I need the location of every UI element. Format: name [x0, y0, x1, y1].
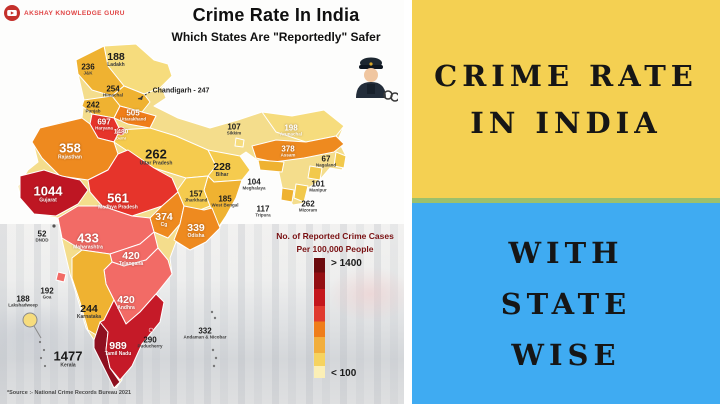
subtitle-line-3: WISE — [511, 337, 621, 372]
state-label-uttarakhand: 505 Uttarakhand — [119, 108, 147, 122]
state-shape-madhya-pradesh — [87, 149, 179, 217]
state-label-gujarat: 1044 Gujarat — [33, 183, 63, 204]
state-shape-tripura — [280, 187, 295, 203]
state-label-odisha: 339 Odisha — [187, 221, 205, 239]
state-shape-manipur — [307, 165, 323, 181]
state-label-kerala: 1477 Kerala — [53, 348, 83, 369]
state-shape-nagaland — [333, 151, 347, 169]
block-divider — [412, 198, 720, 203]
channel-badge: AKSHAY KNOWLEDGE GURU — [4, 5, 125, 21]
state-label-bihar: 228 Bihar — [213, 160, 231, 178]
state-label-nagaland: 67 Nagaland — [315, 154, 337, 168]
legend-title-line2: Per 100,000 People — [296, 243, 374, 254]
legend-title: No. of Reported Crime Cases Per 100,000 … — [266, 230, 404, 256]
chandigarh-arrowhead — [138, 96, 143, 100]
lakshadweep-circle — [22, 312, 38, 328]
map-title-block: Crime Rate In India Which States Are "Re… — [148, 5, 404, 44]
state-shape-delhi — [116, 126, 126, 136]
state-shape-sikkim — [234, 137, 245, 148]
state-label-karnataka: 244 Karnataka — [76, 302, 102, 320]
state-label-delhi: 1480 Delhi — [113, 128, 129, 141]
state-label-andhra: 420 Andhra — [117, 293, 135, 311]
yellow-title-block: CRIME RATE IN INDIA — [412, 0, 720, 198]
infographic-panel: AKSHAY KNOWLEDGE GURU Crime Rate In Indi… — [0, 5, 404, 404]
state-label-andaman: 332 Andaman & Nicobar — [183, 326, 227, 340]
chandigarh-callout: Chandigarh - 247 — [152, 87, 210, 95]
lakshadweep-pointer — [33, 325, 42, 339]
title-line-1: CRIME RATE — [434, 58, 698, 93]
state-label-manipur: 101 Manipur — [309, 179, 327, 193]
state-label-west-bengal: 185 West Bengal — [211, 194, 239, 208]
channel-name: AKSHAY KNOWLEDGE GURU — [24, 9, 125, 17]
state-label-lakshadweep: 188 Lakshadweep — [8, 294, 38, 308]
state-shape-odisha — [173, 205, 221, 251]
title-line-2: IN INDIA — [470, 105, 662, 140]
legend-title-line1: No. of Reported Crime Cases — [276, 231, 394, 241]
marker-puducherry — [148, 327, 154, 333]
state-label-himachal: 254 Himachal — [102, 84, 124, 98]
state-label-dndd: 52 DNDD — [35, 229, 49, 243]
state-label-puducherry: 290 Puducherry — [137, 335, 163, 349]
infographic-subtitle: Which States Are "Reportedly" Safer — [171, 30, 381, 44]
state-label-mizoram: 262 Mizoram — [298, 199, 318, 213]
dndd-dot — [52, 224, 56, 228]
state-label-arunachal: 198 Arunachal — [279, 123, 303, 137]
state-shape-goa — [55, 271, 67, 283]
andaman-island-dots — [210, 310, 218, 368]
state-label-chhattisgarh: 374 Cg — [155, 210, 173, 228]
state-shape-mizoram — [293, 183, 309, 203]
state-shape-meghalaya — [257, 159, 285, 173]
state-label-jharkhand: 157 Jharkhand — [184, 189, 208, 203]
state-label-tripura: 117 Tripura — [255, 204, 271, 218]
subtitle-line-2: STATE — [500, 286, 632, 321]
state-shape-gujarat — [19, 169, 89, 217]
source-note: *Source :- National Crime Records Bureau… — [7, 390, 132, 396]
state-label-tamil-nadu: 989 Tamil Nadu — [104, 339, 132, 357]
state-shape-tamil-nadu — [99, 293, 165, 381]
state-label-uttar-pradesh: 262 Uttar Pradesh — [139, 146, 173, 167]
legend-max-label: > 1400 — [331, 258, 362, 269]
state-label-ladakh: 188 Ladakh — [107, 50, 125, 68]
state-label-punjab: 242 Punjab — [85, 100, 101, 114]
state-shape-arunachal — [261, 109, 345, 143]
legend-min-label: < 100 — [331, 368, 357, 379]
india-choropleth-map — [17, 43, 347, 389]
title-panel: CRIME RATE IN INDIA WITH STATE WISE — [404, 0, 720, 404]
subtitle-line-1: WITH — [508, 235, 624, 270]
youtube-logo-icon — [4, 5, 20, 21]
state-label-madhya-pradesh: 561 Madhya Pradesh — [98, 190, 138, 211]
blue-title-block: WITH STATE WISE — [412, 203, 720, 404]
state-shape-assam — [251, 135, 345, 163]
state-label-sikkim: 107 Sikkim — [226, 122, 242, 136]
state-label-maharashtra: 433 Maharashtra — [73, 230, 103, 251]
state-label-assam: 378 Assam — [280, 144, 296, 158]
state-label-jk: 236 J&K — [81, 62, 95, 76]
state-label-meghalaya: 104 Meghalaya — [242, 177, 266, 191]
police-officer-icon — [356, 57, 398, 102]
lakshadweep-island-dots — [38, 340, 47, 368]
infographic-title: Crime Rate In India — [192, 5, 360, 25]
state-label-telangana: 420 Telangana — [118, 249, 144, 267]
state-label-goa: 192 Goa — [40, 286, 54, 300]
legend-color-scale — [314, 258, 325, 378]
state-label-haryana: 697 Haryana — [95, 117, 113, 131]
state-label-rajasthan: 358 Rajasthan — [58, 140, 82, 161]
